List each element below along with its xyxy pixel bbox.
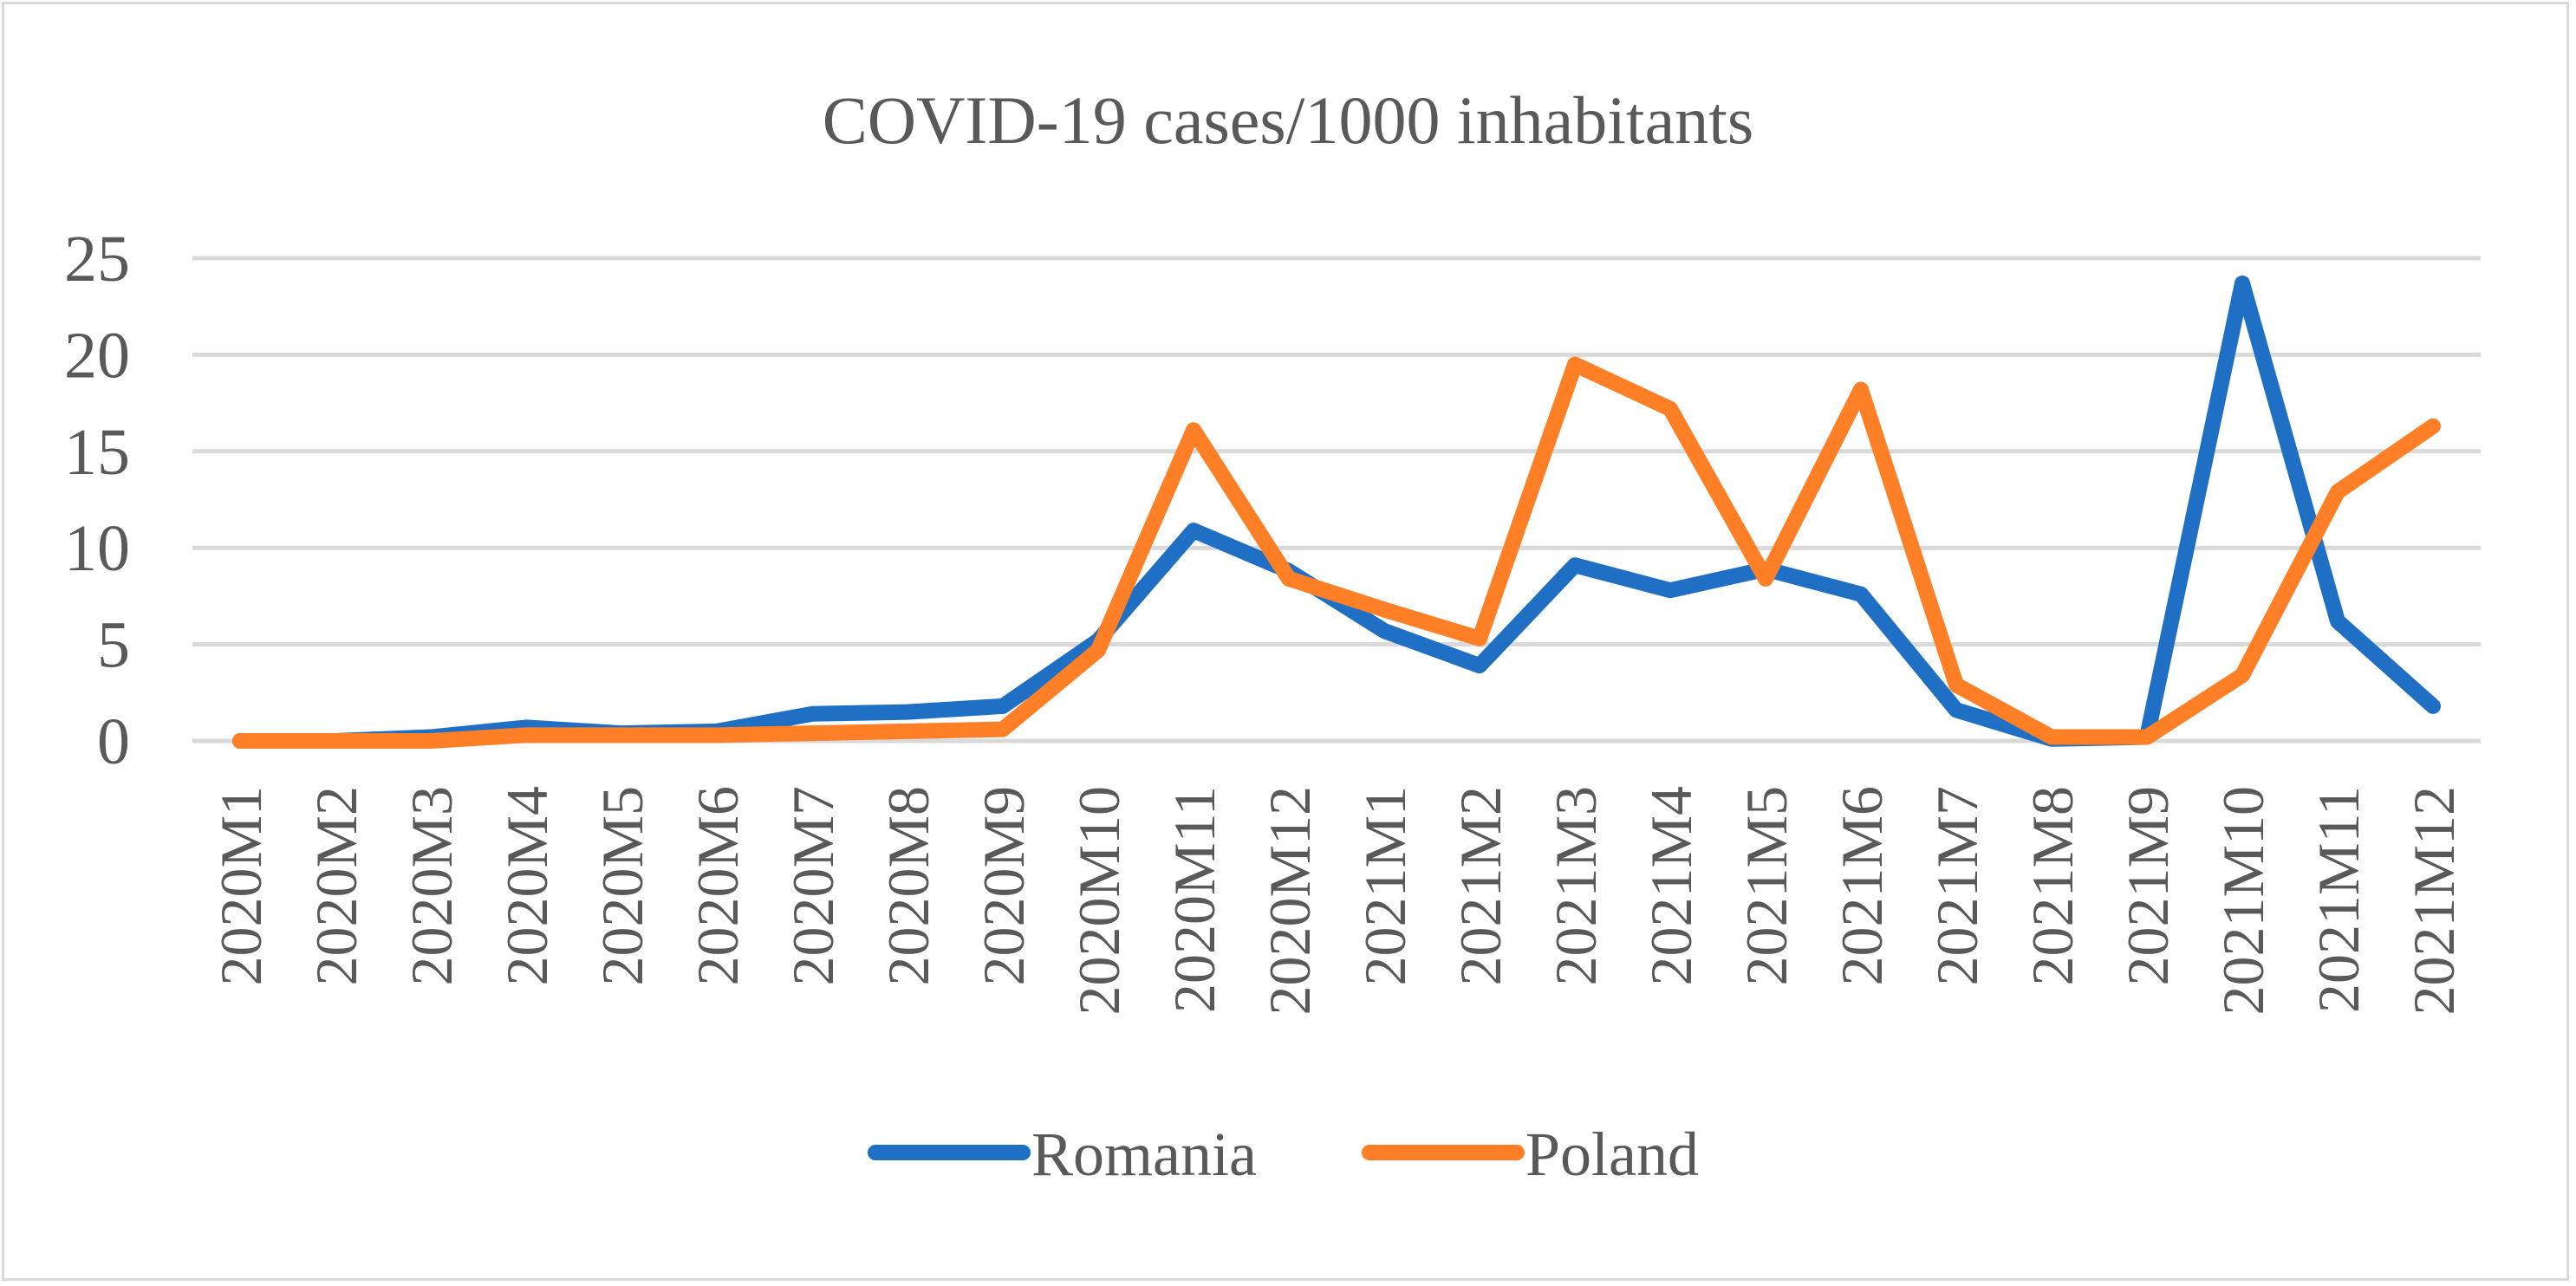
series-line-romania	[232, 275, 2441, 749]
x-axis-ticks: 2020M1 2020M2 2020M3 2020M4 2020M5 2020M6 2020…	[208, 786, 2467, 1015]
x-tick-label: 2021M10	[2210, 786, 2276, 1015]
y-tick-label: 10	[64, 512, 130, 585]
legend: Romania Poland	[868, 1120, 1699, 1189]
legend-label: Poland	[1525, 1120, 1699, 1189]
x-tick-label: 2020M9	[971, 786, 1037, 985]
x-tick-label: 2020M5	[589, 786, 655, 985]
x-tick-label: 2020M7	[780, 786, 846, 985]
x-tick-label: 2020M10	[1066, 786, 1132, 1015]
x-tick-label: 2020M11	[1161, 786, 1227, 1013]
y-tick-label: 0	[97, 705, 130, 778]
y-tick-label: 15	[64, 416, 130, 489]
series-lines	[232, 275, 2441, 749]
gridlines	[192, 256, 2481, 744]
y-axis-ticks: 0 5 10 15 20 25	[64, 223, 130, 778]
x-tick-label: 2021M4	[1638, 786, 1704, 985]
chart-title: COVID-19 cases/1000 inhabitants	[823, 82, 1753, 158]
y-tick-label: 20	[64, 319, 130, 392]
x-tick-label: 2020M2	[303, 786, 369, 985]
y-tick-label: 25	[64, 223, 130, 296]
x-tick-label: 2021M5	[1734, 786, 1799, 985]
x-tick-label: 2021M1	[1352, 786, 1418, 985]
x-tick-label: 2020M6	[685, 786, 751, 985]
x-tick-label: 2020M8	[875, 786, 941, 985]
x-tick-label: 2021M2	[1447, 786, 1513, 985]
x-tick-label: 2021M6	[1829, 786, 1895, 985]
x-tick-label: 2020M3	[399, 786, 465, 985]
x-tick-label: 2021M11	[2306, 786, 2371, 1013]
x-tick-label: 2020M1	[208, 786, 274, 985]
series-line-poland	[232, 356, 2441, 749]
y-tick-label: 5	[97, 609, 130, 682]
x-tick-label: 2021M12	[2401, 786, 2467, 1015]
x-tick-label: 2021M8	[2020, 786, 2085, 985]
x-tick-label: 2020M12	[1257, 786, 1323, 1015]
x-tick-label: 2020M4	[494, 786, 560, 985]
legend-label: Romania	[1031, 1120, 1257, 1189]
x-tick-label: 2021M9	[2115, 786, 2181, 985]
x-tick-label: 2021M7	[1924, 786, 1990, 985]
x-tick-label: 2021M3	[1543, 786, 1609, 985]
